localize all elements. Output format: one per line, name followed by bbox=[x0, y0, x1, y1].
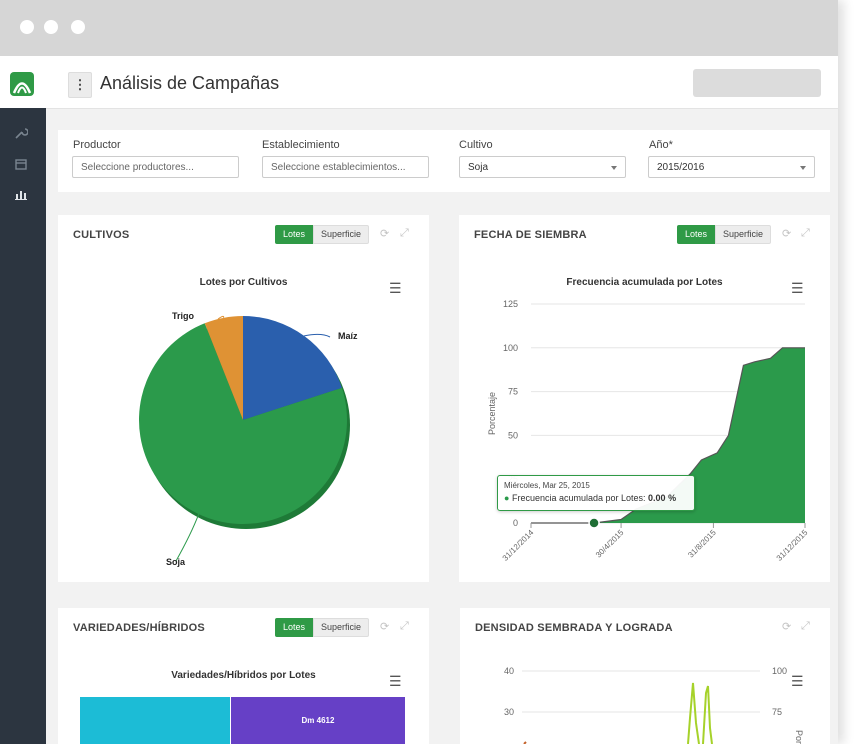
pie-label: Maíz bbox=[338, 331, 358, 341]
productor-label: Productor bbox=[73, 139, 121, 151]
cultivo-value: Soja bbox=[468, 162, 489, 173]
densidad-panel: DENSIDAD SEMBRADA Y LOGRADA ⟳ ⤢ ☰ 40 30 … bbox=[460, 608, 830, 744]
cultivos-chart-title: Lotes por Cultivos bbox=[199, 277, 288, 288]
wrench-icon bbox=[15, 128, 29, 139]
app-header: ⋮ Análisis de Campañas bbox=[0, 56, 838, 109]
variedades-title: VARIEDADES/HÍBRIDOS bbox=[73, 622, 205, 634]
lotes-toggle-button[interactable]: Lotes bbox=[275, 618, 313, 637]
refresh-icon[interactable]: ⟳ bbox=[782, 228, 792, 240]
cultivo-label: Cultivo bbox=[459, 139, 493, 151]
productor-select[interactable]: Seleccione productores... bbox=[72, 156, 239, 178]
chevron-down-icon bbox=[611, 166, 617, 170]
app-window: ⋮ Análisis de Campañas Productor Selecci… bbox=[0, 0, 838, 744]
left-tick-40: 40 bbox=[504, 666, 514, 676]
chart-menu-icon[interactable]: ☰ bbox=[791, 673, 804, 689]
window-minimize-button[interactable] bbox=[44, 20, 58, 34]
y-tick-label: 100 bbox=[503, 343, 518, 353]
sidebar-item-tools[interactable] bbox=[13, 126, 29, 142]
variedades-panel: VARIEDADES/HÍBRIDOS Lotes Superficie ⟳ ⤢… bbox=[58, 608, 429, 744]
cultivos-title: CULTIVOS bbox=[73, 229, 130, 241]
left-tick-30: 30 bbox=[504, 707, 514, 717]
window-maximize-button[interactable] bbox=[71, 20, 85, 34]
right-tick-100: 100 bbox=[772, 666, 787, 676]
lograda-series bbox=[687, 682, 713, 744]
tooltip-value: 0.00 % bbox=[648, 493, 677, 503]
sidebar-item-analytics[interactable] bbox=[13, 187, 29, 203]
expand-icon[interactable]: ⤢ bbox=[801, 620, 810, 632]
page-title: Análisis de Campañas bbox=[100, 73, 280, 93]
anio-select[interactable]: 2015/2016 bbox=[648, 156, 815, 178]
superficie-toggle-button[interactable]: Superficie bbox=[313, 618, 369, 637]
variedades-chart-title: Variedades/Híbridos por Lotes bbox=[171, 670, 316, 681]
chart-menu-icon[interactable]: ☰ bbox=[791, 280, 804, 296]
cultivo-select[interactable]: Soja bbox=[459, 156, 626, 178]
chart-menu-icon[interactable]: ☰ bbox=[389, 280, 402, 296]
chart-tooltip: Miércoles, Mar 25, 2015 ● Frecuencia acu… bbox=[497, 475, 695, 511]
window-titlebar bbox=[0, 0, 838, 56]
bar-chart-icon bbox=[15, 191, 27, 200]
y-axis-label: Porcentaje bbox=[487, 392, 497, 435]
establecimiento-label: Establecimiento bbox=[262, 139, 340, 151]
refresh-icon[interactable]: ⟳ bbox=[782, 621, 792, 633]
right-axis-label: Por bbox=[794, 730, 804, 744]
anio-label: Año* bbox=[649, 139, 673, 151]
siembra-area-chart: 025507510012531/12/201430/4/201531/8/201… bbox=[487, 299, 810, 563]
area-fill bbox=[531, 347, 805, 523]
y-tick-label: 75 bbox=[508, 387, 518, 397]
x-tick-label: 31/12/2015 bbox=[775, 528, 810, 563]
tooltip-label: Frecuencia acumulada por Lotes: bbox=[511, 493, 646, 503]
app-logo[interactable] bbox=[10, 72, 34, 96]
refresh-icon[interactable]: ⟳ bbox=[380, 621, 390, 633]
sidebar-item-calendar[interactable] bbox=[13, 157, 29, 173]
treemap-cell-cyan bbox=[80, 697, 230, 744]
y-tick-label: 50 bbox=[508, 430, 518, 440]
y-tick-label: 125 bbox=[503, 299, 518, 309]
pie-slice-trigo[interactable] bbox=[204, 316, 243, 420]
vertical-dots-icon: ⋮ bbox=[73, 77, 87, 92]
pie-leader-line bbox=[304, 333, 331, 338]
header-action-button[interactable] bbox=[693, 69, 821, 97]
x-tick-label: 31/8/2015 bbox=[686, 528, 718, 560]
siembra-panel: FECHA DE SIEMBRA Lotes Superficie ⟳ ⤢ Fr… bbox=[459, 215, 830, 582]
siembra-chart-title: Frecuencia acumulada por Lotes bbox=[566, 277, 723, 288]
expand-icon[interactable]: ⤢ bbox=[400, 620, 409, 632]
establecimiento-select[interactable]: Seleccione establecimientos... bbox=[262, 156, 429, 178]
refresh-icon[interactable]: ⟳ bbox=[380, 228, 390, 240]
y-tick-label: 0 bbox=[513, 518, 518, 528]
calendar-icon bbox=[15, 159, 27, 170]
tooltip-series-dot: ● bbox=[504, 493, 510, 503]
pie-leader-line bbox=[217, 315, 225, 320]
densidad-title: DENSIDAD SEMBRADA Y LOGRADA bbox=[475, 622, 673, 634]
tooltip-date: Miércoles, Mar 25, 2015 bbox=[504, 481, 590, 490]
right-tick-75: 75 bbox=[772, 707, 782, 717]
densidad-chart: 40 30 100 75 Por bbox=[504, 666, 804, 744]
x-tick-label: 31/12/2014 bbox=[501, 528, 536, 563]
siembra-title: FECHA DE SIEMBRA bbox=[474, 229, 587, 241]
pie-label: Soja bbox=[166, 557, 186, 567]
filters-panel: Productor Seleccione productores... Esta… bbox=[58, 130, 830, 192]
expand-icon[interactable]: ⤢ bbox=[801, 227, 810, 239]
pie-slice-soja[interactable] bbox=[139, 323, 347, 524]
chevron-down-icon bbox=[800, 166, 806, 170]
lotes-toggle-button[interactable]: Lotes bbox=[275, 225, 313, 244]
chart-menu-icon[interactable]: ☰ bbox=[389, 673, 402, 689]
more-menu-button[interactable]: ⋮ bbox=[68, 72, 92, 98]
treemap-cell-dm4612: Dm 4612 bbox=[231, 697, 405, 744]
cultivos-panel: CULTIVOS Lotes Superficie ⟳ ⤢ Lotes por … bbox=[58, 215, 429, 582]
superficie-toggle-button[interactable]: Superficie bbox=[313, 225, 369, 244]
cultivos-pie-chart: Maíz Soja Trigo bbox=[139, 311, 358, 567]
superficie-toggle-button[interactable]: Superficie bbox=[715, 225, 771, 244]
pie-slice-maíz[interactable] bbox=[243, 316, 342, 420]
window-close-button[interactable] bbox=[20, 20, 34, 34]
anio-value: 2015/2016 bbox=[657, 162, 705, 173]
hover-marker[interactable] bbox=[588, 517, 600, 529]
x-tick-label: 30/4/2015 bbox=[594, 528, 626, 560]
treemap-label: Dm 4612 bbox=[301, 716, 335, 725]
pie-leader-line bbox=[175, 513, 200, 562]
sidebar bbox=[0, 108, 46, 744]
expand-icon[interactable]: ⤢ bbox=[400, 227, 409, 239]
pie-label: Trigo bbox=[172, 311, 195, 321]
lotes-toggle-button[interactable]: Lotes bbox=[677, 225, 715, 244]
